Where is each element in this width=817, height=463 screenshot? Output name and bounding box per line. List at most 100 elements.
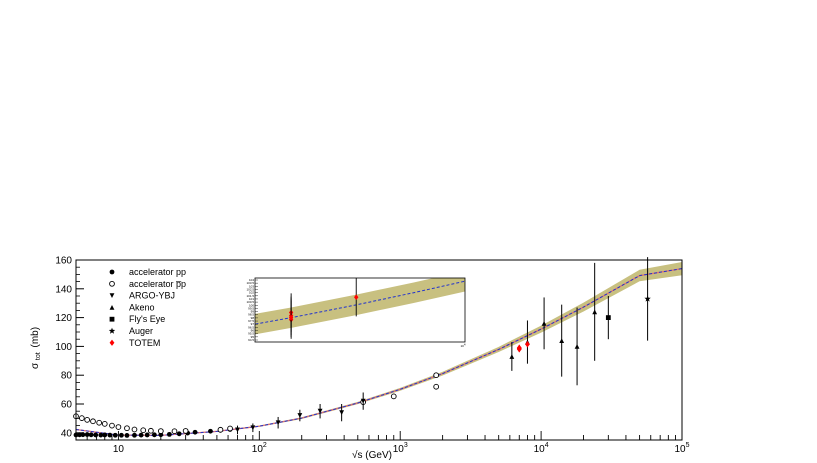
data-point bbox=[166, 431, 172, 437]
data-point bbox=[144, 432, 150, 438]
data-point bbox=[112, 432, 118, 438]
y-tick-label: 160 bbox=[55, 256, 72, 267]
data-point bbox=[592, 309, 598, 315]
data-point bbox=[115, 424, 122, 430]
inset-y-tick-label: 97 bbox=[251, 322, 255, 326]
legend-label: Akeno bbox=[129, 302, 155, 312]
inset-x-tick-label: 104 bbox=[460, 343, 465, 349]
data-point bbox=[84, 416, 91, 423]
legend-marker bbox=[109, 305, 115, 310]
y-tick-label: 80 bbox=[61, 371, 73, 382]
plot-frame bbox=[75, 259, 683, 441]
data-point bbox=[96, 419, 103, 426]
inset-y-tick-label: 99.5 bbox=[248, 306, 254, 310]
data-point bbox=[138, 432, 144, 438]
data-point bbox=[297, 413, 303, 418]
x-axis-title: √s (GeV) bbox=[352, 449, 392, 461]
inset-y-tick-label: 100 bbox=[249, 303, 254, 307]
inset-y-tick-label: 103 bbox=[249, 284, 254, 288]
y-axis-title-unit: (mb) bbox=[30, 327, 41, 348]
inset-y-tick-label: 98.5 bbox=[248, 313, 254, 317]
x-tick-label: 104 bbox=[534, 442, 549, 455]
data-point bbox=[132, 432, 137, 438]
inset-y-tick-label: 101.5 bbox=[246, 294, 254, 298]
data-point bbox=[433, 372, 440, 379]
data-point bbox=[78, 415, 85, 421]
data-point bbox=[192, 429, 198, 435]
data-point bbox=[88, 432, 94, 438]
y-tick-label: 40 bbox=[61, 428, 73, 439]
x-tick-label: 102 bbox=[252, 442, 267, 455]
data-point bbox=[605, 315, 611, 320]
data-point bbox=[140, 427, 147, 434]
inset-plot: 104103.5103102.5102101.5101100.510099.59… bbox=[246, 277, 466, 349]
data-point bbox=[101, 421, 108, 427]
data-point bbox=[509, 354, 515, 359]
series-accelerator-p-p bbox=[73, 372, 440, 435]
legend-marker bbox=[109, 280, 115, 287]
data-point bbox=[107, 432, 113, 438]
data-point bbox=[227, 425, 233, 432]
data-point bbox=[317, 408, 323, 414]
x-tick-label: 10 bbox=[113, 444, 125, 455]
y-axis-title-sub: tot bbox=[35, 352, 42, 360]
y-axis-title-main: σ bbox=[30, 362, 41, 369]
data-point bbox=[131, 426, 138, 433]
data-point bbox=[124, 432, 130, 438]
legend-marker bbox=[109, 293, 115, 298]
data-point bbox=[157, 428, 164, 434]
y-axis-title: σ tot (mb) bbox=[30, 327, 43, 369]
legend: accelerator pp accelerator p̅p ARGO-YBJAke… bbox=[108, 267, 186, 348]
inset-y-tick-label: 102 bbox=[249, 291, 254, 295]
data-point bbox=[574, 344, 580, 349]
data-points bbox=[73, 257, 651, 438]
data-point bbox=[525, 341, 530, 348]
data-point bbox=[235, 427, 240, 433]
inset-band bbox=[255, 278, 465, 335]
inset-y-tick-label: 98 bbox=[251, 316, 255, 320]
x-tick-label: 105 bbox=[674, 442, 689, 455]
data-point bbox=[102, 432, 108, 438]
data-point bbox=[176, 431, 182, 437]
fit-line-blue-dashed bbox=[75, 268, 683, 436]
y-tick-label: 140 bbox=[55, 284, 72, 295]
data-point bbox=[217, 426, 224, 433]
legend-label: ARGO-YBJ bbox=[129, 291, 175, 301]
data-point bbox=[77, 432, 82, 438]
legend-marker bbox=[109, 316, 115, 322]
data-point bbox=[84, 432, 90, 437]
data-point bbox=[109, 422, 115, 429]
series-akeno bbox=[509, 262, 598, 386]
inset-y-tick-label: 102.5 bbox=[246, 287, 254, 291]
legend-label: Auger bbox=[129, 326, 153, 336]
inset-y-tick-label: 104 bbox=[249, 278, 254, 282]
inset-border bbox=[254, 277, 466, 343]
data-point bbox=[208, 428, 213, 434]
legend-marker bbox=[108, 327, 116, 334]
plot-border bbox=[75, 259, 683, 441]
y-tick-label: 100 bbox=[55, 342, 72, 353]
legend-label: Fly's Eye bbox=[129, 314, 165, 324]
inset-data-point bbox=[288, 314, 294, 321]
legend-marker bbox=[109, 339, 115, 346]
data-point bbox=[339, 410, 345, 416]
data-point bbox=[80, 432, 86, 438]
data-point bbox=[559, 338, 565, 344]
inset-y-tick-label: 103.5 bbox=[246, 281, 254, 285]
data-point bbox=[516, 345, 522, 352]
inset-y-tick-label: 95.5 bbox=[248, 332, 254, 336]
inset-y-tick-label: 100.5 bbox=[246, 300, 254, 304]
data-point bbox=[390, 393, 397, 400]
inset-y-tick-label: 99 bbox=[251, 310, 255, 314]
data-point bbox=[433, 383, 440, 390]
data-point bbox=[541, 320, 547, 326]
series-fly-s-eye bbox=[605, 296, 611, 340]
inset-y-tick-label: 96 bbox=[251, 329, 255, 333]
data-point bbox=[93, 432, 99, 438]
legend-label: accelerator p̅p bbox=[129, 279, 186, 289]
series-argo-ybj bbox=[235, 392, 366, 435]
data-point bbox=[148, 427, 154, 434]
data-point bbox=[98, 432, 104, 438]
series-auger bbox=[644, 257, 651, 341]
